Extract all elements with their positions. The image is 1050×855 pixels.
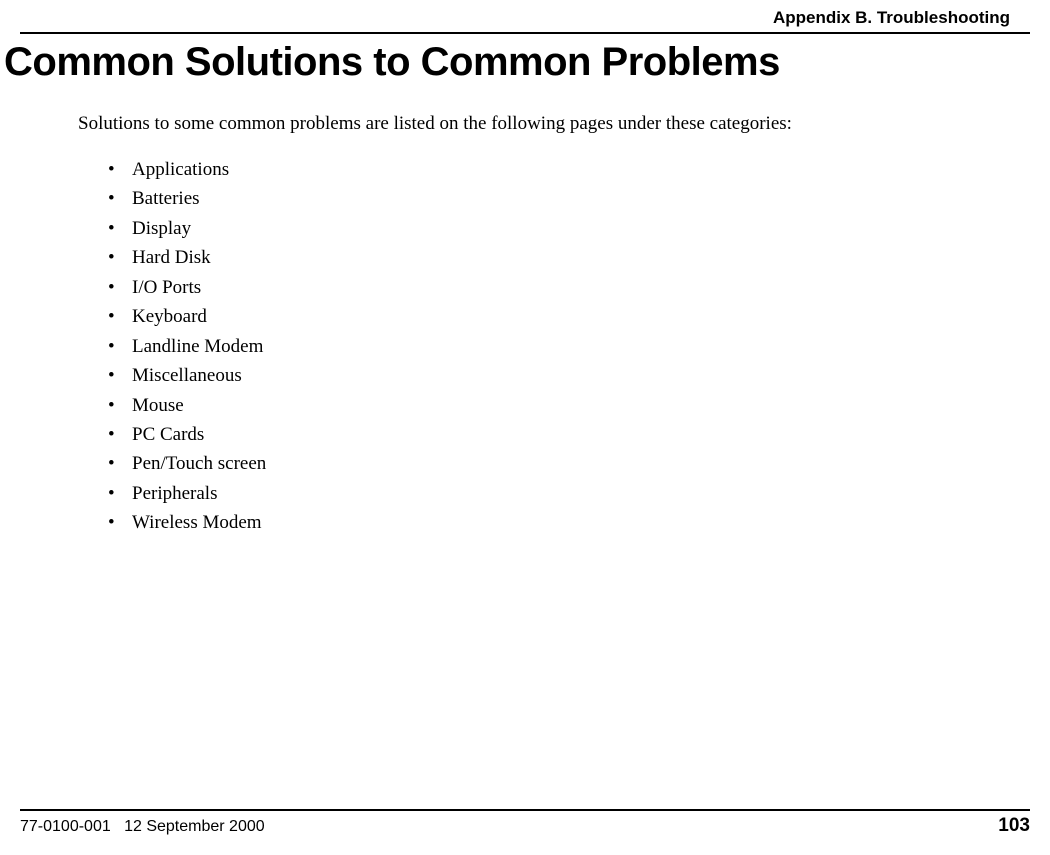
list-item: Display — [108, 214, 1050, 243]
list-item: Wireless Modem — [108, 508, 1050, 537]
list-item: Batteries — [108, 184, 1050, 213]
list-item: Applications — [108, 155, 1050, 184]
list-item: Peripherals — [108, 479, 1050, 508]
list-item: Hard Disk — [108, 243, 1050, 272]
list-item: Keyboard — [108, 302, 1050, 331]
list-item: Pen/Touch screen — [108, 449, 1050, 478]
intro-paragraph: Solutions to some common problems are li… — [0, 85, 1050, 135]
page-header: Appendix B. Troubleshooting — [20, 0, 1030, 34]
list-item: Mouse — [108, 391, 1050, 420]
page-title: Common Solutions to Common Problems — [0, 34, 1050, 85]
doc-id: 77-0100-001 — [20, 818, 111, 835]
appendix-label: Appendix B. Troubleshooting — [773, 8, 1010, 27]
list-item: PC Cards — [108, 420, 1050, 449]
list-item: Miscellaneous — [108, 361, 1050, 390]
category-list: Applications Batteries Display Hard Disk… — [0, 135, 1050, 538]
page-number: 103 — [998, 815, 1030, 837]
list-item: I/O Ports — [108, 273, 1050, 302]
page-footer: 77-0100-001 12 September 2000 103 — [20, 809, 1030, 837]
footer-doc-info: 77-0100-001 12 September 2000 — [20, 818, 265, 836]
doc-date: 12 September 2000 — [124, 818, 265, 835]
list-item: Landline Modem — [108, 332, 1050, 361]
